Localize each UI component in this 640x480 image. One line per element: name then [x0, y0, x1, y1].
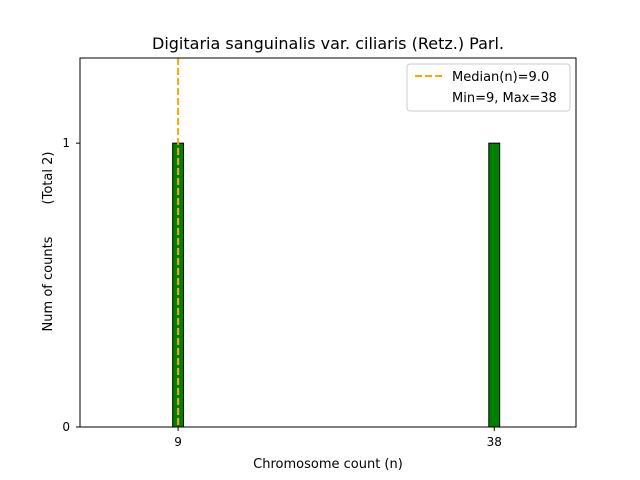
- y-tick-label: 0: [62, 420, 70, 434]
- legend-range-label: Min=9, Max=38: [452, 91, 557, 106]
- x-axis-ticks: 9 38: [174, 427, 502, 449]
- chart-title: Digitaria sanguinalis var. ciliaris (Ret…: [152, 34, 504, 53]
- y-axis-label: Num of counts: [41, 236, 56, 331]
- x-tick-label: 38: [487, 435, 502, 449]
- y-axis-ticks: 01: [62, 136, 80, 434]
- x-axis-label: Chromosome count (n): [253, 457, 403, 472]
- legend: Median(n)=9.0 Min=9, Max=38: [406, 63, 571, 112]
- y-axis-total-label: (Total 2): [41, 152, 56, 205]
- y-tick-label: 1: [62, 136, 70, 150]
- legend-box: [406, 63, 571, 112]
- plot-frame: [79, 57, 577, 428]
- x-tick-label: 9: [174, 435, 182, 449]
- legend-median-label: Median(n)=9.0: [452, 70, 549, 85]
- bar-38: [488, 142, 501, 428]
